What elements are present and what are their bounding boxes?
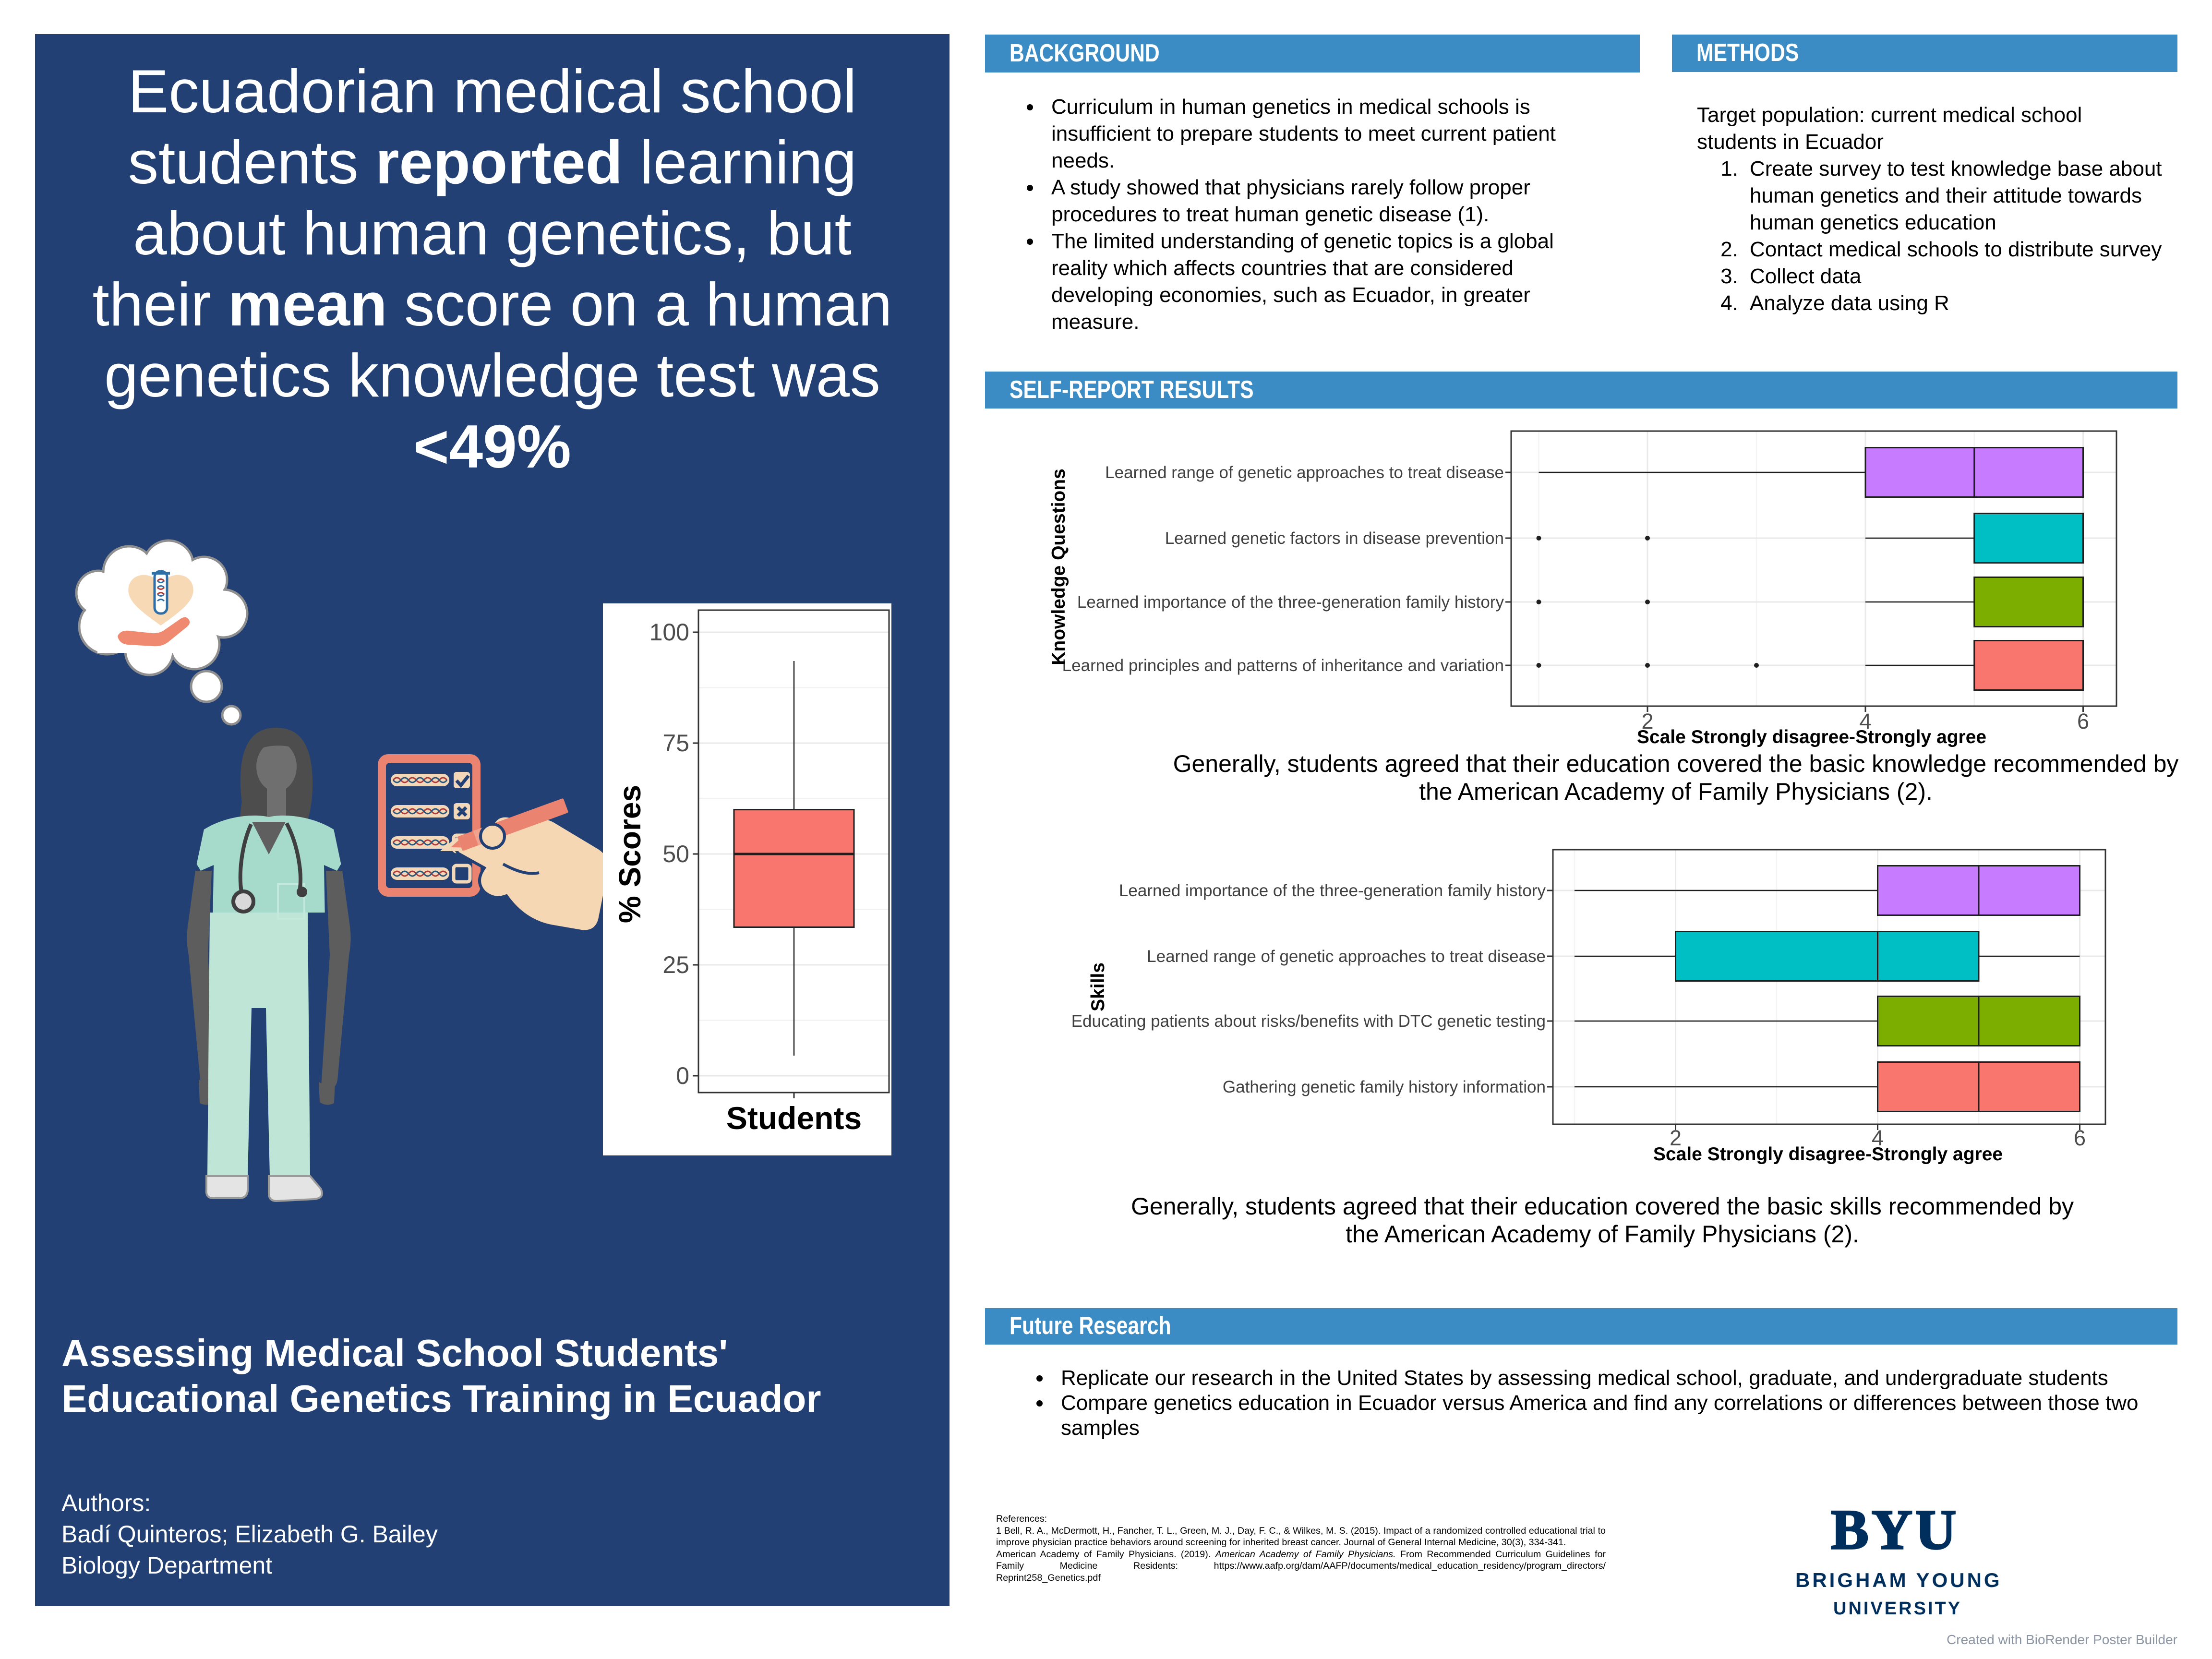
svg-text:25: 25 [662,951,689,978]
svg-text:0: 0 [676,1062,689,1089]
svg-text:6: 6 [2077,709,2089,733]
svg-text:Skills: Skills [1088,962,1108,1011]
svg-text:Learned importance of the thre: Learned importance of the three-generati… [1077,593,1504,612]
svg-text:Learned range of genetic appro: Learned range of genetic approaches to t… [1105,463,1504,482]
svg-text:Scale Strongly disagree-Strong: Scale Strongly disagree-Strongly agree [1653,1144,2003,1165]
svg-text:Learned principles and pattern: Learned principles and patterns of inher… [1062,656,1504,675]
svg-text:Learned genetic factors in dis: Learned genetic factors in disease preve… [1165,529,1504,548]
svg-text:100: 100 [649,619,689,646]
svg-text:50: 50 [662,841,689,867]
svg-text:Students: Students [726,1100,862,1136]
svg-text:Learned importance of the thre: Learned importance of the three-generati… [1119,881,1546,900]
svg-text:2: 2 [1641,709,1653,733]
svg-text:Learned range of genetic appro: Learned range of genetic approaches to t… [1147,947,1546,966]
svg-text:4: 4 [1872,1126,1884,1150]
svg-text:Scale Strongly disagree-Strong: Scale Strongly disagree-Strongly agree [1637,727,1986,747]
svg-text:4: 4 [1859,709,1871,733]
svg-text:% Scores: % Scores [613,785,647,923]
svg-text:6: 6 [2074,1126,2086,1150]
svg-text:75: 75 [662,730,689,757]
svg-text:Knowledge Questions: Knowledge Questions [1048,469,1069,665]
svg-text:Gathering genetic family histo: Gathering genetic family history informa… [1223,1078,1546,1096]
svg-text:2: 2 [1670,1126,1682,1150]
svg-text:Educating patients about risks: Educating patients about risks/benefits … [1071,1012,1546,1031]
